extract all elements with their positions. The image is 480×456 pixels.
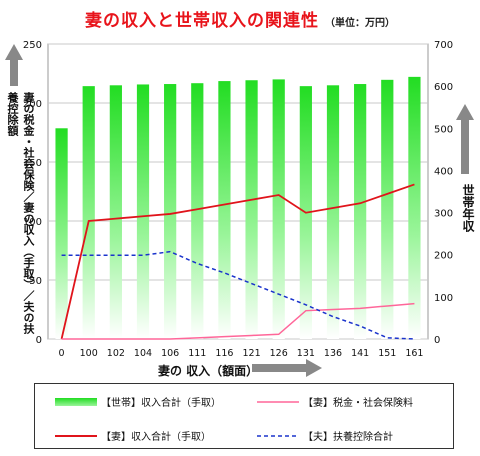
legend-item-wife-takehome: 【妻】収入合計（手取）	[55, 428, 211, 443]
household-bar	[191, 83, 204, 339]
x-tick-label: 136	[324, 348, 342, 359]
wife-takehome-line	[60, 183, 415, 340]
x-tick-label: 116	[215, 348, 233, 359]
legend-swatch-bar	[55, 397, 97, 406]
title-text: 妻の収入と世帯収入の関連性	[85, 11, 319, 31]
x-tick-label: 151	[378, 348, 396, 359]
right-tick-label: 600	[434, 82, 453, 93]
right-tick-label: 200	[434, 251, 453, 262]
right-tick-label: 500	[434, 124, 453, 135]
household-bar	[55, 128, 68, 339]
x-arrow-head	[306, 359, 322, 377]
x-tick-label: 100	[80, 348, 98, 359]
legend-item-household: 【世帯】収入合計（手取）	[55, 394, 221, 409]
left-arrow-head	[5, 44, 23, 60]
right-tick-label: 700	[434, 40, 453, 51]
unit-note: （単位：万円）	[325, 18, 395, 29]
legend-label: 【世帯】収入合計（手取）	[101, 398, 221, 409]
legend-swatch-line	[257, 434, 299, 437]
legend-item-husband-deduction: 【夫】扶養控除合計	[257, 428, 393, 443]
household-bar	[381, 79, 394, 340]
household-bar	[218, 81, 231, 339]
legend-swatch-line	[55, 434, 97, 437]
x-tick-label: 0	[59, 348, 65, 359]
x-arrow-shaft	[252, 364, 308, 372]
legend: 【世帯】収入合計（手取） 【妻】税金・社会保険料 【妻】収入合計（手取） 【夫】…	[34, 383, 454, 449]
household-bar	[82, 86, 95, 340]
x-tick-label: 121	[243, 348, 261, 359]
household-bar	[164, 84, 177, 340]
legend-item-wife-tax: 【妻】税金・社会保険料	[257, 394, 413, 409]
right-arrow-head	[456, 104, 474, 120]
left-arrow-shaft	[10, 58, 18, 86]
x-tick-label: 126	[270, 348, 288, 359]
right-axis-label: 世帯年収	[461, 184, 475, 232]
x-tick-label: 106	[161, 348, 179, 359]
left-axis-label: 妻の税金・社会保険／妻の収入（手取）／夫の扶養控除額	[6, 92, 35, 334]
x-tick-label: 111	[188, 348, 206, 359]
x-axis-label: 妻の 収入（額面）	[158, 364, 259, 378]
household-bar	[272, 79, 285, 340]
left-tick-label: 0	[36, 335, 42, 346]
x-tick-label: 102	[107, 348, 125, 359]
chart-area: 0 50 100 150 200 250 0 100 200 300 400 500 600 700 0 10…	[5, 40, 474, 377]
legend-label: 【妻】収入合計（手取）	[101, 432, 211, 443]
right-arrow-shaft	[461, 118, 469, 174]
legend-label: 【夫】扶養控除合計	[303, 432, 393, 443]
x-tick-label: 141	[351, 348, 369, 359]
left-tick-label: 150	[23, 158, 42, 169]
right-tick-label: 100	[434, 293, 453, 304]
household-bar	[245, 80, 258, 339]
wife-tax-line	[61, 302, 415, 340]
husband-deduction-line	[61, 250, 415, 340]
right-tick-label: 0	[434, 335, 440, 346]
left-tick-label: 50	[29, 276, 42, 287]
right-tick-label: 300	[434, 209, 453, 220]
household-bar	[136, 84, 150, 339]
x-tick-label: 104	[134, 348, 152, 359]
right-tick-label: 400	[434, 166, 453, 177]
household-bar	[326, 85, 340, 339]
left-tick-label: 250	[23, 40, 42, 51]
plot-frame	[47, 43, 429, 340]
legend-label: 【妻】税金・社会保険料	[303, 398, 413, 409]
left-tick-label: 200	[23, 99, 42, 110]
x-tick-label: 131	[297, 348, 315, 359]
x-tick-label: 161	[405, 348, 423, 359]
chart-title: 妻の収入と世帯収入の関連性 （単位：万円）	[0, 6, 480, 31]
left-tick-label: 100	[23, 217, 42, 228]
household-bar	[408, 76, 421, 339]
legend-swatch-line	[257, 400, 299, 403]
household-bar	[109, 85, 122, 339]
household-bar	[354, 84, 367, 340]
